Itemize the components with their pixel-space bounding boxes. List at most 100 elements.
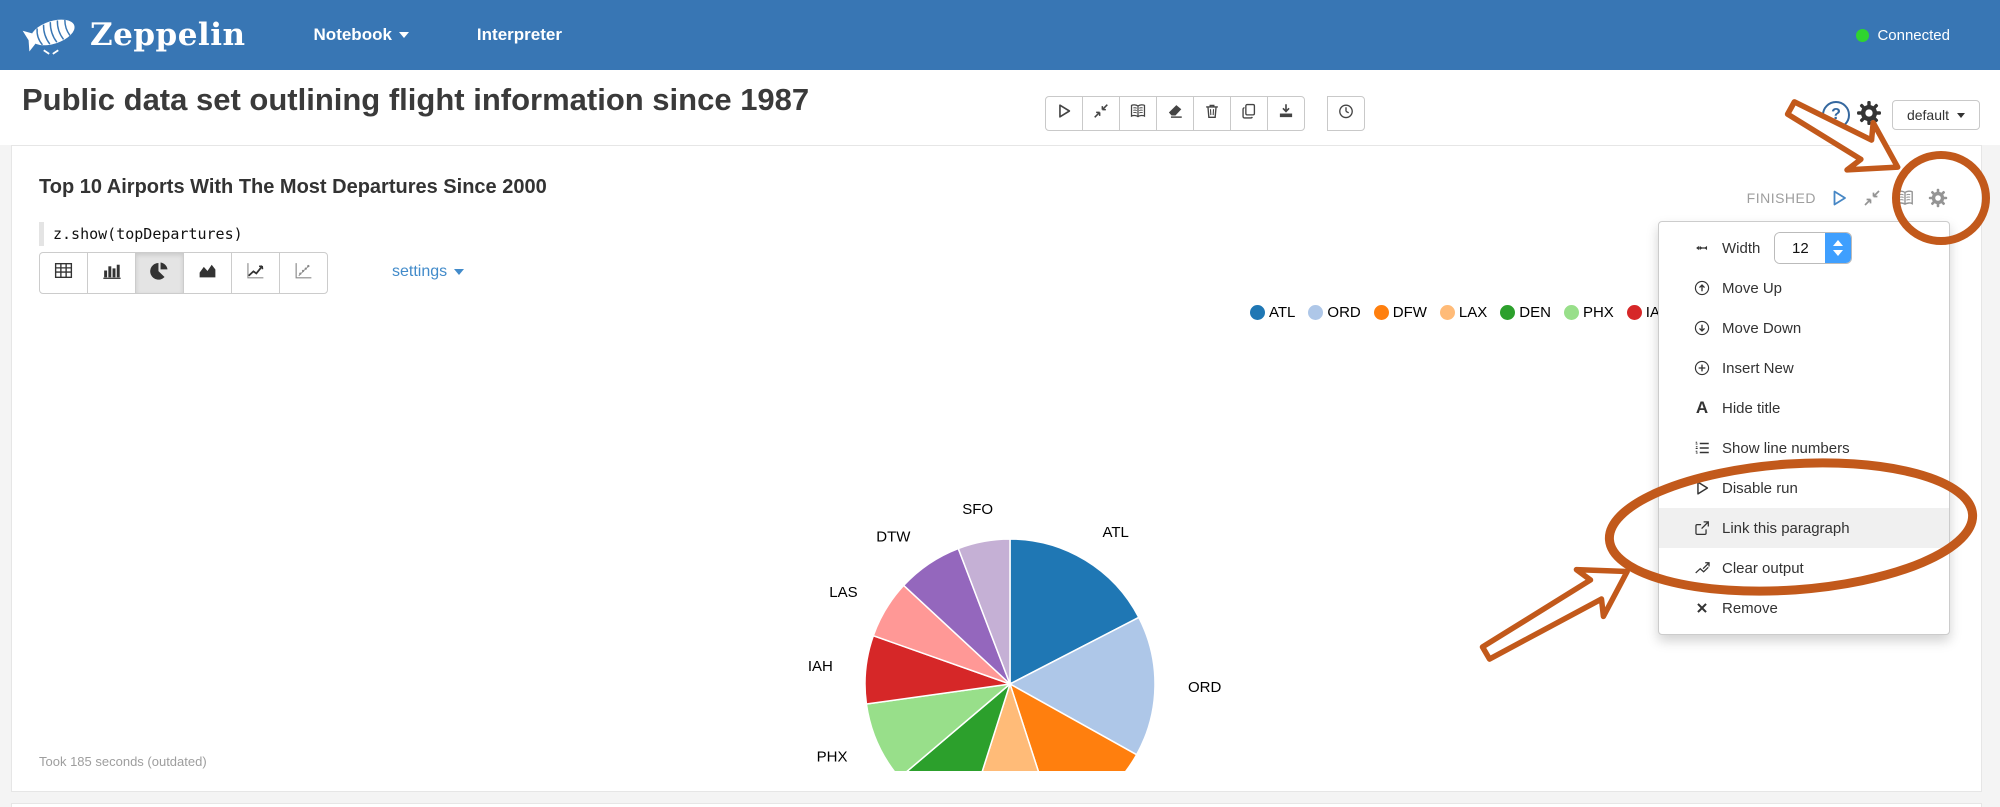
next-paragraph-card [11, 803, 1982, 807]
pie-slice-ord [1008, 616, 1156, 756]
chart-tab-table[interactable] [39, 252, 88, 294]
menu-item-move-up[interactable]: Move Up [1659, 268, 1949, 308]
eraser-icon [1166, 102, 1184, 125]
nav-notebook[interactable]: Notebook [314, 25, 409, 45]
pie-slice-atl [1009, 538, 1140, 686]
paragraph-settings-menu: Width 12 Move Up Move Down Insert New A Hide… [1658, 221, 1950, 635]
play-icon [1055, 102, 1073, 125]
area-chart-icon [197, 260, 218, 286]
chart-settings-toggle[interactable]: settings [392, 263, 465, 281]
paragraph-gear-icon[interactable] [1928, 188, 1948, 208]
menu-item-label: Disable run [1722, 479, 1798, 497]
width-label: Width [1722, 239, 1761, 257]
pie-label-atl: ATL [1103, 524, 1129, 541]
toolbar-play-icon[interactable] [1045, 96, 1083, 131]
arrows-horizontal-icon [1691, 237, 1713, 259]
menu-item-show-line-numbers[interactable]: Show line numbers [1659, 428, 1949, 468]
legend-dot-icon [1439, 305, 1455, 320]
table-icon [53, 260, 74, 286]
note-settings-gear-icon[interactable] [1856, 100, 1882, 126]
note-header: Public data set outlining flight informa… [0, 70, 2000, 145]
paragraph-card: Top 10 Airports With The Most Departures… [11, 145, 1982, 807]
menu-item-remove[interactable]: Remove [1659, 588, 1949, 628]
show-editor-book-icon[interactable] [1895, 188, 1915, 208]
pie-chart-icon [149, 260, 170, 286]
chart-tab-area-chart[interactable] [183, 252, 232, 294]
connection-label: Connected [1877, 26, 1950, 44]
download-icon [1277, 102, 1295, 125]
brand-title: Zeppelin [90, 17, 246, 53]
menu-item-width[interactable]: Width 12 [1659, 228, 1949, 268]
legend-label: DEN [1519, 304, 1551, 321]
toolbar-eraser-icon[interactable] [1156, 96, 1194, 131]
legend-item-den[interactable]: DEN [1500, 304, 1551, 321]
width-stepper[interactable]: 12 [1774, 232, 1853, 264]
legend-label: LAX [1458, 304, 1488, 321]
arrow-down-circle-icon [1691, 317, 1713, 339]
legend-label: ORD [1327, 304, 1361, 321]
legend-item-phx[interactable]: PHX [1563, 304, 1614, 321]
paragraph-title: Top 10 Airports With The Most Departures… [39, 176, 547, 198]
pie-chart: ATLORDDFWLAXDENPHXIAHLASDTWSFO [741, 321, 1281, 807]
menu-item-label: Link this paragraph [1722, 519, 1850, 537]
code-line: z.show(topDepartures) [53, 225, 243, 243]
menu-item-label: Insert New [1722, 359, 1794, 377]
scheduler-toolbar [1327, 96, 1365, 131]
menu-item-insert-new[interactable]: Insert New [1659, 348, 1949, 388]
width-value: 12 [1775, 233, 1826, 263]
toolbar-trash-icon[interactable] [1193, 96, 1231, 131]
chevron-down-icon [398, 32, 409, 38]
menu-item-clear-output[interactable]: Clear output [1659, 548, 1949, 588]
menu-item-label: Hide title [1722, 399, 1781, 417]
interpreter-default-label: default [1906, 107, 1950, 123]
font-icon: A [1695, 398, 1709, 417]
toolbar-collapse-icon[interactable] [1082, 96, 1120, 131]
legend-label: PHX [1582, 304, 1614, 321]
menu-item-link-this-paragraph[interactable]: Link this paragraph [1659, 508, 1949, 548]
chevron-down-icon [454, 269, 465, 275]
interpreter-default-button[interactable]: default [1892, 100, 1980, 130]
stepper-down-icon [1833, 250, 1844, 256]
legend-item-lax[interactable]: LAX [1439, 304, 1488, 321]
arrow-up-circle-icon [1691, 277, 1713, 299]
legend-dot-icon [1250, 305, 1265, 320]
nav-interpreter[interactable]: Interpreter [477, 25, 562, 45]
run-paragraph-icon[interactable] [1829, 188, 1849, 208]
legend-item-dfw[interactable]: DFW [1373, 304, 1427, 321]
chart-legend: ATLORDDFWLAXDENPHXIAH [1250, 304, 1684, 321]
chart-tab-pie-chart[interactable] [135, 252, 184, 294]
chart-type-tabs [39, 252, 328, 294]
chart-tab-line-chart[interactable] [231, 252, 280, 294]
code-editor[interactable]: z.show(topDepartures) [39, 222, 243, 246]
stepper-buttons[interactable] [1825, 233, 1852, 263]
menu-item-hide-title[interactable]: A Hide title [1659, 388, 1949, 428]
pie-label-las: LAS [829, 584, 857, 601]
zeppelin-logo-icon [22, 8, 80, 63]
toolbar-download-icon[interactable] [1267, 96, 1305, 131]
legend-label: DFW [1392, 304, 1427, 321]
toolbar-book-icon[interactable] [1119, 96, 1157, 131]
external-link-icon [1691, 517, 1713, 539]
chart-tab-scatter-chart[interactable] [279, 252, 328, 294]
pie-label-iah: IAH [808, 658, 833, 675]
note-title[interactable]: Public data set outlining flight informa… [22, 82, 810, 117]
menu-item-disable-run[interactable]: Disable run [1659, 468, 1949, 508]
chart-tab-bar-chart[interactable] [87, 252, 136, 294]
collapse-paragraph-icon[interactable] [1862, 188, 1882, 208]
zeppelin-brand[interactable]: Zeppelin [22, 8, 246, 63]
connected-dot-icon [1856, 28, 1870, 42]
stepper-up-icon [1833, 240, 1844, 246]
help-icon[interactable]: ? [1822, 101, 1850, 129]
toolbar-copy-icon[interactable] [1230, 96, 1268, 131]
legend-item-ord[interactable]: ORD [1308, 304, 1361, 321]
pie-label-sfo: SFO [962, 501, 993, 518]
pie-label-dtw: DTW [876, 529, 911, 546]
legend-label: ATL [1269, 304, 1296, 321]
toolbar-clock-icon[interactable] [1327, 96, 1365, 131]
legend-dot-icon [1563, 305, 1579, 320]
nav-notebook-label: Notebook [313, 25, 392, 44]
pie-label-ord: ORD [1188, 679, 1222, 696]
legend-item-atl[interactable]: ATL [1250, 304, 1295, 321]
menu-item-move-down[interactable]: Move Down [1659, 308, 1949, 348]
play-outline-icon [1691, 477, 1713, 499]
